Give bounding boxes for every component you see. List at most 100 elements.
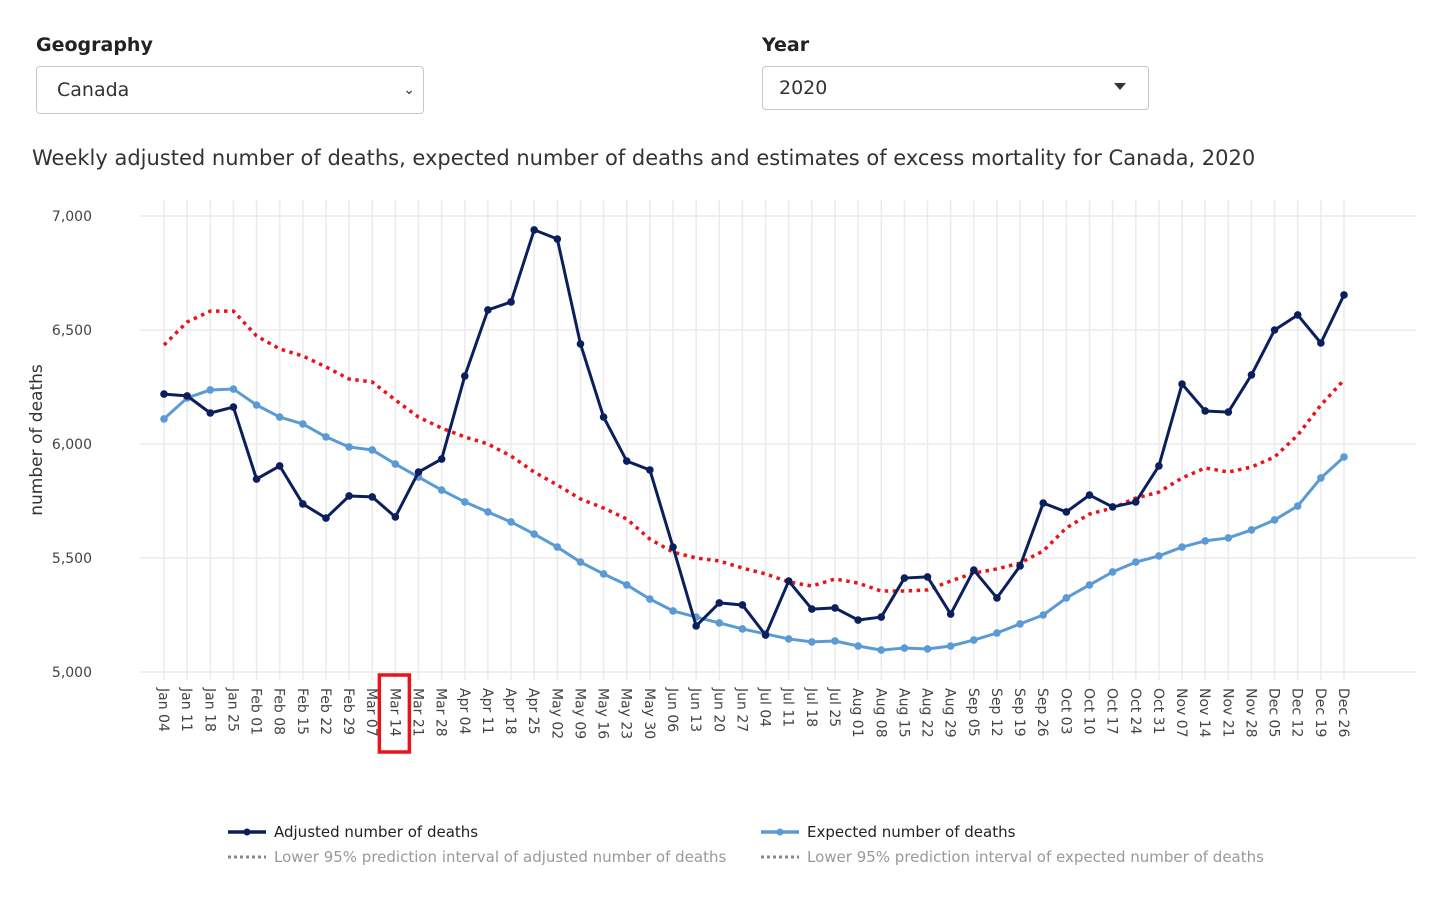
geography-select[interactable]: Canada ⌄ (36, 66, 424, 114)
data-point-adjusted (946, 610, 955, 618)
data-point-expected (808, 638, 816, 646)
data-point-adjusted (437, 455, 446, 463)
data-point-adjusted (345, 492, 353, 500)
x-tick-label: Feb 22 (317, 688, 333, 735)
data-point-expected (252, 401, 261, 409)
data-point-expected (854, 642, 862, 650)
series-line-adjusted (163, 228, 1346, 637)
data-point-adjusted (738, 601, 747, 609)
data-point-expected (1317, 474, 1325, 482)
data-point-expected (576, 558, 585, 566)
data-point-adjusted (970, 566, 978, 574)
x-tick-label: Apr 18 (502, 688, 518, 734)
x-tick-label: Apr 04 (456, 688, 472, 735)
x-tick-label: Jun 06 (664, 687, 680, 732)
data-point-expected (1131, 558, 1140, 566)
x-tick-label: Jul 11 (780, 687, 796, 727)
data-point-adjusted (900, 574, 909, 582)
x-tick-label: Mar 21 (410, 688, 426, 737)
legend-item-adjusted[interactable]: Adjusted number of deaths (228, 823, 478, 841)
data-point-expected (1178, 543, 1186, 551)
y-tick-label: 6,000 (52, 437, 92, 453)
data-point-expected (646, 595, 654, 603)
legend-label: Expected number of deaths (807, 823, 1016, 841)
x-tick-label: Dec 12 (1289, 688, 1305, 737)
x-tick-label: May 09 (571, 688, 587, 739)
x-tick-label: Feb 01 (248, 688, 264, 735)
year-label: Year (762, 34, 810, 56)
data-point-expected (669, 607, 677, 615)
data-point-expected (1085, 581, 1094, 589)
data-point-adjusted (183, 392, 191, 400)
data-point-expected (923, 645, 932, 653)
data-point-expected (368, 446, 377, 454)
data-point-adjusted (1340, 291, 1348, 299)
data-point-expected (530, 530, 538, 538)
data-point-expected (275, 413, 284, 421)
data-point-adjusted (1293, 311, 1302, 319)
data-point-expected (1270, 516, 1279, 524)
data-point-adjusted (1155, 462, 1163, 470)
data-point-expected (831, 637, 839, 645)
data-point-expected (229, 385, 238, 393)
data-point-adjusted (877, 613, 886, 621)
data-point-expected (900, 644, 909, 652)
data-point-expected (993, 629, 1001, 637)
data-point-adjusted (1085, 491, 1094, 499)
legend-label: Lower 95% prediction interval of expecte… (807, 848, 1264, 866)
year-select[interactable]: 2020 (762, 66, 1149, 110)
data-point-adjusted (507, 298, 515, 306)
data-point-adjusted (229, 403, 238, 411)
y-tick-label: 7,000 (52, 209, 92, 225)
data-point-adjusted (1178, 380, 1186, 388)
data-point-expected (946, 642, 955, 650)
chart-title: Weekly adjusted number of deaths, expect… (32, 146, 1256, 170)
data-point-expected (391, 460, 400, 468)
data-point-expected (299, 420, 307, 428)
x-tick-label: Sep 26 (1034, 688, 1050, 737)
data-point-expected (1340, 453, 1348, 461)
x-tick-label: Sep 19 (1011, 688, 1027, 737)
data-point-adjusted (1039, 499, 1048, 507)
y-tick-label: 6,500 (52, 323, 92, 339)
data-point-adjusted (530, 226, 538, 234)
data-point-expected (206, 386, 215, 394)
legend-item-lower-adjusted[interactable]: Lower 95% prediction interval of adjuste… (228, 848, 726, 866)
data-point-adjusted (1317, 339, 1325, 347)
data-point-expected (599, 570, 608, 578)
x-tick-label: Nov 28 (1242, 688, 1258, 738)
data-point-expected (738, 625, 747, 633)
y-tick-label: 5,000 (52, 665, 92, 681)
legend-label: Adjusted number of deaths (274, 823, 479, 841)
x-tick-label: Nov 07 (1173, 688, 1189, 738)
data-point-adjusted (275, 462, 284, 470)
x-tick-label: May 23 (618, 688, 634, 739)
x-tick-label: Feb 08 (271, 688, 287, 735)
data-point-expected (484, 508, 492, 516)
x-tick-label: Nov 21 (1219, 688, 1235, 738)
data-point-adjusted (160, 390, 168, 398)
x-tick-label: Apr 25 (525, 688, 541, 734)
x-tick-label: May 02 (548, 688, 564, 739)
data-point-expected (715, 619, 724, 627)
x-tick-label: Oct 31 (1150, 688, 1166, 734)
data-point-adjusted (576, 340, 585, 348)
legend-label: Lower 95% prediction interval of adjuste… (274, 848, 727, 866)
x-tick-label: Dec 26 (1335, 688, 1351, 737)
geography-value: Canada (57, 79, 130, 101)
data-point-adjusted (414, 468, 423, 476)
data-point-adjusted (322, 514, 330, 522)
data-point-adjusted (252, 475, 261, 483)
data-point-adjusted (692, 622, 700, 630)
x-tick-label: May 30 (641, 688, 657, 739)
x-tick-label: Jan 18 (201, 687, 217, 732)
x-tick-label: May 16 (595, 688, 611, 739)
x-tick-label: Oct 24 (1127, 688, 1143, 735)
data-point-expected (1108, 568, 1117, 576)
legend-item-expected[interactable]: Expected number of deaths (761, 823, 1015, 841)
highlight-box (377, 673, 412, 754)
legend-line-marker-icon (228, 828, 266, 836)
legend-item-lower-expected[interactable]: Lower 95% prediction interval of expecte… (761, 848, 1264, 866)
data-point-expected (437, 486, 446, 494)
